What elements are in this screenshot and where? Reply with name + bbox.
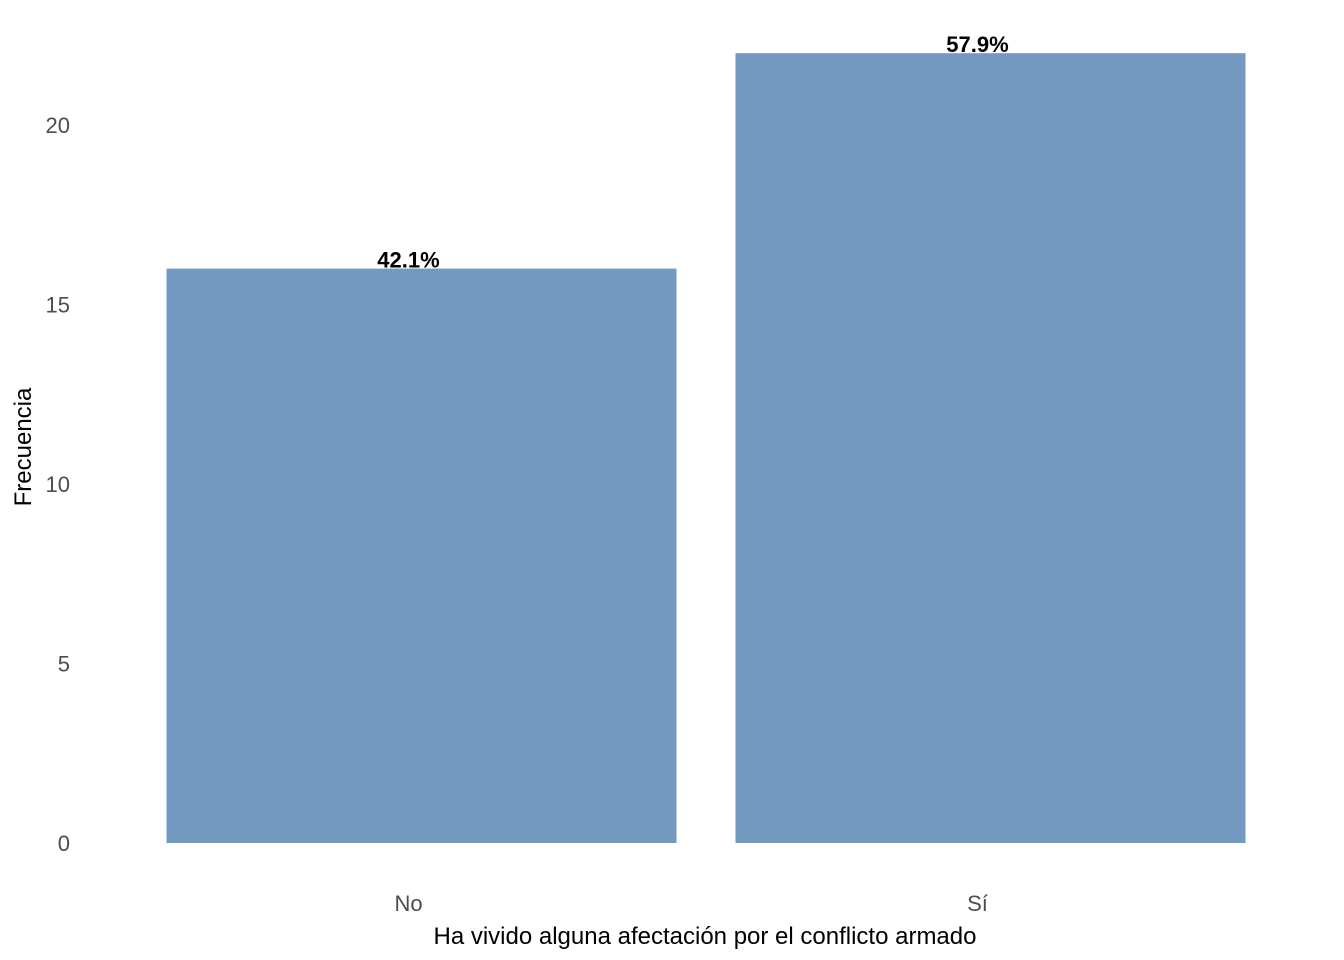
y-tick-label-5: 5 bbox=[58, 652, 70, 677]
x-tick-label-no: No bbox=[394, 891, 422, 916]
y-tick-label-20: 20 bbox=[46, 113, 70, 138]
data-label-no: 42.1% bbox=[377, 248, 439, 273]
bars-layer bbox=[166, 53, 1246, 844]
y-axis-title: Frecuencia bbox=[10, 387, 37, 506]
y-tick-label-15: 15 bbox=[46, 293, 70, 318]
bar-no bbox=[166, 268, 677, 844]
data-label-si: 57.9% bbox=[946, 32, 1008, 57]
x-axis: No Sí bbox=[394, 891, 987, 916]
x-tick-label-si: Sí bbox=[967, 891, 988, 916]
y-tick-label-10: 10 bbox=[46, 472, 70, 497]
y-tick-label-0: 0 bbox=[58, 831, 70, 856]
data-labels-layer: 42.1% 57.9% bbox=[377, 32, 1008, 272]
x-axis-title: Ha vivido alguna afectación por el confl… bbox=[434, 923, 977, 950]
y-axis: 0 5 10 15 20 bbox=[46, 113, 70, 856]
bar-si bbox=[735, 53, 1246, 843]
